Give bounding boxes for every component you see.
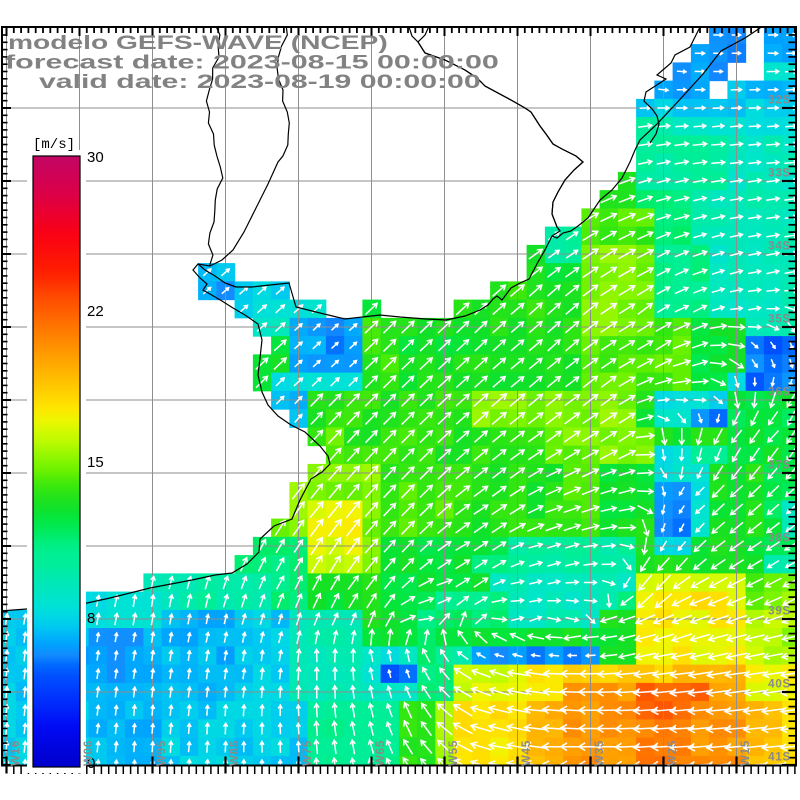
svg-text:[m/s]: [m/s] xyxy=(33,137,75,153)
svg-text:34S: 34S xyxy=(768,241,791,253)
svg-text:37S: 37S xyxy=(768,460,791,472)
svg-text:valid date: 2023-08-19 00:00:0: valid date: 2023-08-19 00:00:00 xyxy=(39,71,481,92)
svg-text:W65: W65 xyxy=(375,740,387,766)
svg-text:35S: 35S xyxy=(768,314,791,326)
svg-text:W16: W16 xyxy=(10,740,22,766)
svg-text:W75: W75 xyxy=(302,740,314,766)
svg-text:0: 0 xyxy=(87,755,95,772)
svg-text:22: 22 xyxy=(87,303,104,320)
svg-text:modelo GEFS-WAVE (NCEP): modelo GEFS-WAVE (NCEP) xyxy=(8,32,388,54)
svg-text:W06: W06 xyxy=(83,740,95,766)
svg-text:40S: 40S xyxy=(768,679,791,691)
svg-text:15: 15 xyxy=(87,454,104,471)
svg-text:8: 8 xyxy=(87,610,95,627)
svg-text:39S: 39S xyxy=(768,606,791,618)
svg-text:W55: W55 xyxy=(448,740,460,766)
svg-text:W95: W95 xyxy=(156,740,168,766)
svg-text:W45: W45 xyxy=(521,740,533,766)
svg-text:36S: 36S xyxy=(768,387,791,399)
svg-text:W15: W15 xyxy=(740,740,752,766)
svg-text:forecast date: 2023-08-15 00:0: forecast date: 2023-08-15 00:00:00 xyxy=(5,52,499,73)
svg-text:30: 30 xyxy=(87,149,104,166)
svg-text:W25: W25 xyxy=(667,740,679,766)
svg-text:38S: 38S xyxy=(768,533,791,545)
svg-text:32S: 32S xyxy=(768,95,791,107)
svg-text:41S: 41S xyxy=(768,752,791,764)
svg-text:33S: 33S xyxy=(768,168,791,180)
svg-text:W35: W35 xyxy=(594,740,606,766)
svg-text:W85: W85 xyxy=(229,740,241,766)
